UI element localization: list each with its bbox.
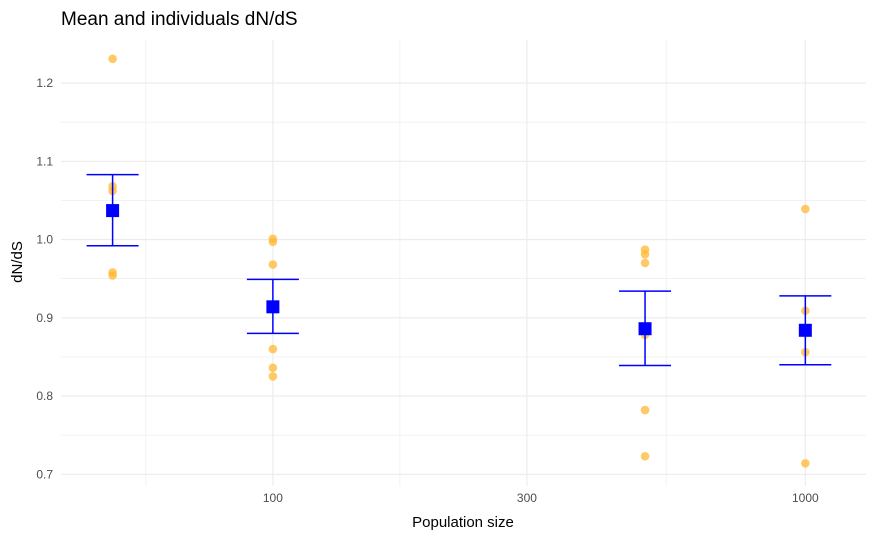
individual-point: [268, 363, 278, 373]
y-tick-label: 0.9: [36, 311, 53, 325]
mean-marker: [106, 204, 120, 218]
individual-point: [268, 372, 278, 381]
grid-major: [61, 40, 866, 486]
individual-point: [640, 451, 650, 461]
individual-point: [268, 344, 278, 354]
y-tick-label: 1.0: [36, 233, 53, 247]
y-tick-label: 1.2: [36, 76, 53, 90]
individual-point: [640, 250, 650, 259]
mean-marker: [798, 323, 812, 337]
individual-point: [640, 405, 650, 415]
y-tick-label: 0.8: [36, 389, 53, 403]
x-tick-labels: 100 300 1000: [263, 491, 819, 505]
individual-point: [108, 54, 117, 64]
individual-point: [268, 260, 278, 269]
individual-point: [801, 204, 810, 214]
individual-point: [801, 459, 810, 468]
x-axis-title: Population size: [412, 514, 514, 531]
mean-marker: [638, 322, 652, 336]
y-tick-label: 1.1: [36, 154, 53, 168]
x-tick-label: 100: [263, 491, 283, 505]
chart-title: Mean and individuals dN/dS: [61, 9, 298, 30]
individual-points: [108, 54, 810, 468]
grid-minor: [61, 40, 866, 486]
error-bars: [86, 173, 832, 367]
mean-marker: [266, 300, 280, 314]
individual-point: [268, 237, 278, 247]
individual-point: [108, 271, 117, 280]
y-axis-title: dN/dS: [9, 241, 26, 283]
individual-point: [640, 258, 650, 268]
x-tick-label: 1000: [792, 491, 819, 505]
y-tick-label: 0.7: [36, 467, 53, 481]
y-tick-labels: 0.7 0.8 0.9 1.0 1.1 1.2: [36, 76, 53, 481]
mean-markers: [106, 204, 812, 337]
x-tick-label: 300: [517, 491, 537, 505]
